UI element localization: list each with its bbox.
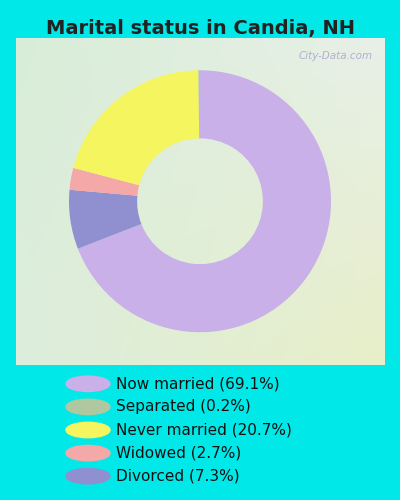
Circle shape	[66, 399, 110, 414]
Wedge shape	[69, 190, 141, 248]
Text: Marital status in Candia, NH: Marital status in Candia, NH	[46, 19, 354, 38]
Wedge shape	[78, 70, 331, 332]
Text: City-Data.com: City-Data.com	[299, 50, 373, 60]
Wedge shape	[198, 70, 200, 138]
Wedge shape	[70, 168, 139, 196]
Text: Now married (69.1%): Now married (69.1%)	[116, 376, 280, 392]
Wedge shape	[73, 70, 199, 185]
Circle shape	[66, 468, 110, 484]
Circle shape	[66, 446, 110, 461]
Text: Divorced (7.3%): Divorced (7.3%)	[116, 468, 240, 483]
Circle shape	[66, 422, 110, 438]
Circle shape	[66, 376, 110, 392]
Text: Never married (20.7%): Never married (20.7%)	[116, 422, 292, 438]
Text: Widowed (2.7%): Widowed (2.7%)	[116, 446, 241, 460]
Text: Separated (0.2%): Separated (0.2%)	[116, 400, 251, 414]
